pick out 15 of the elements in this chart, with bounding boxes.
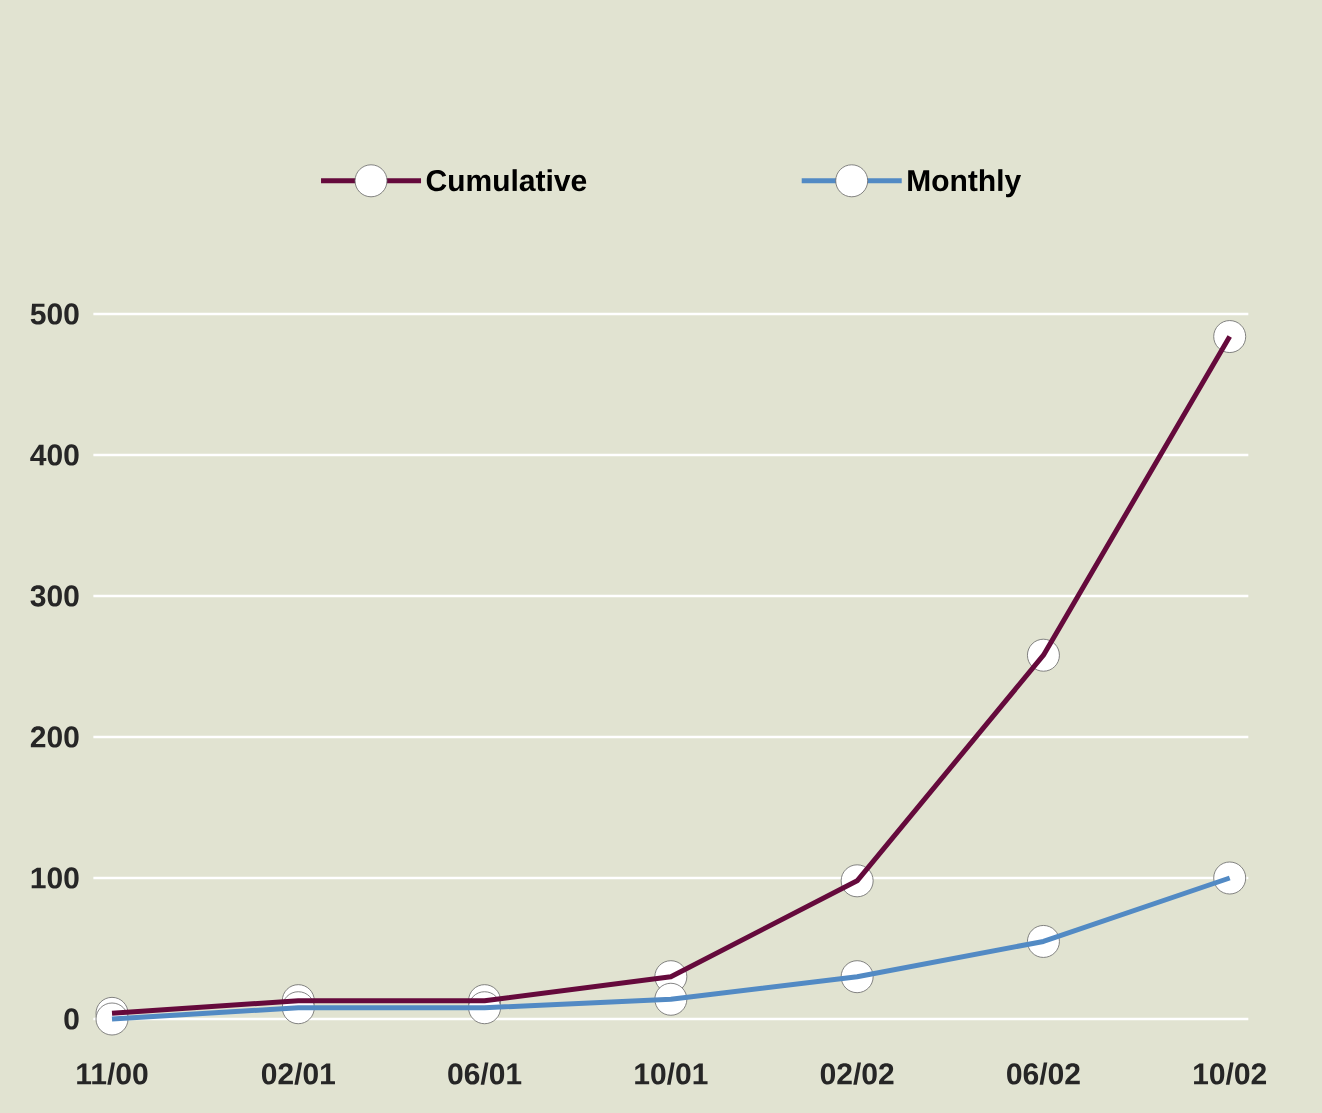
- y-tick-label: 300: [30, 585, 79, 607]
- x-tick-label: 11/00: [77, 1062, 148, 1085]
- y-tick-label: 0: [64, 1008, 79, 1030]
- y-tick-label: 200: [30, 726, 79, 748]
- x-tick-label: 06/02: [1007, 1062, 1080, 1085]
- x-tick-label: 10/01: [635, 1062, 708, 1085]
- y-tick-label: 500: [30, 303, 79, 325]
- x-tick-label: 06/01: [448, 1062, 522, 1085]
- y-tick-label: 400: [30, 444, 79, 466]
- y-tick-label: 100: [31, 867, 79, 889]
- x-tick-label: 02/01: [261, 1062, 335, 1085]
- legend-label: Monthly: [908, 169, 1022, 198]
- x-tick-label: 10/02: [1194, 1062, 1267, 1085]
- legend-label: Cumulative: [426, 169, 587, 192]
- x-tick-label: 02/02: [820, 1062, 894, 1085]
